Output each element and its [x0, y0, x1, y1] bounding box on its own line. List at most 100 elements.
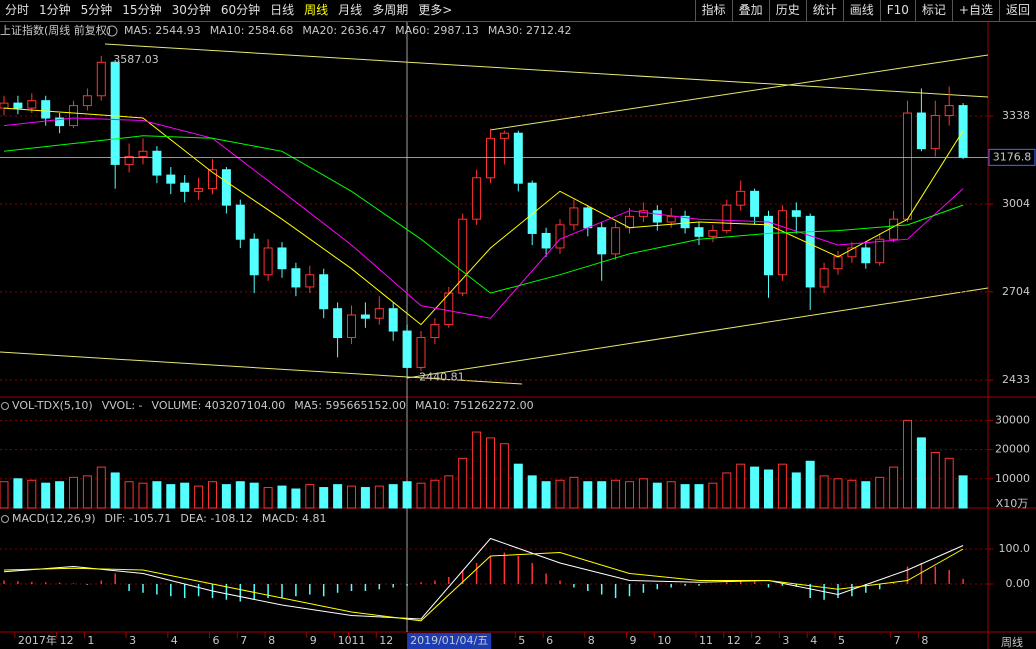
low-label: 2440.81: [419, 370, 465, 383]
toolbar-button[interactable]: 更多>: [418, 3, 453, 17]
period-tabs: 分时 1分钟 5分钟 15分钟 30分钟 60分钟 日线 周线 月线 多周期 更多>: [0, 0, 457, 21]
candle-body: [402, 330, 412, 368]
toolbar-button[interactable]: 15分钟: [122, 3, 162, 17]
candle-body: [305, 274, 315, 288]
volume-bar: [166, 484, 176, 509]
toolbar-button[interactable]: 1分钟: [39, 3, 71, 17]
toolbar-button[interactable]: 叠加: [731, 0, 769, 21]
toolbar-button[interactable]: 历史: [768, 0, 806, 21]
volume-bar: [319, 487, 329, 509]
candle-body: [680, 215, 690, 229]
volume-bar: [27, 479, 37, 509]
x-tick-label: 8: [588, 634, 595, 647]
volume-bar: [652, 482, 662, 509]
volume-bar: [263, 487, 273, 509]
x-tick-label: 12: [727, 634, 741, 647]
settings-icon[interactable]: [106, 25, 118, 37]
volume-bar: [903, 419, 912, 509]
volume-bar: [277, 485, 287, 509]
volume-bar: [347, 485, 356, 509]
toolbar-button[interactable]: 画线: [842, 0, 880, 21]
volume-bar: [208, 481, 217, 509]
candle-body: [861, 247, 871, 264]
toolbar-button[interactable]: 日线: [270, 3, 295, 17]
legend-item: VVOL: -: [102, 399, 143, 412]
toolbar-button[interactable]: 月线: [338, 3, 363, 17]
toolbar-button[interactable]: 标记: [914, 0, 952, 21]
x-tick-label: 5: [838, 634, 845, 647]
x-tick-label: 7: [240, 634, 247, 647]
candle-body: [277, 247, 287, 270]
toolbar-button[interactable]: 返回: [998, 0, 1036, 21]
volume-bar: [235, 481, 245, 509]
candle-body: [722, 204, 732, 232]
toolbar-button[interactable]: 60分钟: [220, 3, 261, 17]
candle-body: [944, 105, 954, 117]
volume-bar: [249, 482, 259, 509]
candle-body: [41, 100, 51, 119]
volume-bar: [875, 476, 885, 509]
background: [0, 22, 1036, 649]
candle-body: [194, 188, 204, 192]
volume-bar: [499, 443, 509, 509]
toolbar-button[interactable]: 5分钟: [80, 3, 113, 17]
volume-bar: [55, 481, 65, 509]
high-label: 3587.03: [113, 53, 159, 66]
volume-bar: [764, 469, 773, 509]
candle-body: [333, 308, 343, 339]
volume-bar: [861, 481, 871, 509]
candle-body: [347, 314, 356, 339]
candle-body: [513, 132, 523, 184]
candle-body: [638, 210, 648, 217]
volume-bar: [638, 478, 648, 509]
toolbar-button[interactable]: 分时: [5, 3, 30, 17]
ma-line: [3, 135, 964, 294]
legend-item: MA5: 2544.93: [124, 24, 201, 37]
legend-item: VOL-TDX(5,10): [12, 399, 93, 412]
candle-body: [235, 204, 245, 240]
volume-bar: [444, 475, 454, 509]
toolbar-button[interactable]: 多周期: [372, 3, 409, 17]
candle-body: [180, 182, 190, 192]
volume-bar: [805, 460, 815, 509]
candle-body: [847, 247, 857, 258]
candle-body: [319, 274, 329, 310]
candle-body: [903, 112, 912, 220]
volume-bar: [958, 475, 968, 509]
volume-bar: [333, 484, 343, 509]
toolbar-button[interactable]: 统计: [805, 0, 843, 21]
legend-item: MA30: 2712.42: [488, 24, 572, 37]
candle-body: [666, 215, 676, 223]
candle-body: [611, 227, 621, 255]
toolbar-button[interactable]: 指标: [694, 0, 732, 21]
chart-title: 上证指数(周线 前复权): [0, 23, 111, 37]
volume-bar: [625, 481, 634, 509]
toolbar-button[interactable]: +自选: [951, 0, 999, 21]
candle-body: [583, 207, 593, 229]
volume-bar: [708, 482, 718, 509]
toolbar-button[interactable]: 周线: [304, 3, 329, 17]
toolbar-button[interactable]: F10: [879, 0, 915, 21]
x-tick-label: 4: [810, 634, 817, 647]
volume-bar: [916, 437, 926, 509]
trend-line: [0, 351, 523, 385]
toolbar-button[interactable]: 30分钟: [171, 3, 211, 17]
candle-body: [55, 117, 65, 127]
volume-bar: [305, 484, 315, 509]
volume-bar: [402, 481, 412, 509]
candle-body: [750, 190, 760, 217]
y-tick-label: 30000: [995, 413, 1030, 426]
cursor-date-label: 2019/01/04/五: [410, 634, 488, 647]
y-tick-label: 20000: [995, 443, 1030, 456]
x-tick-label: 3: [129, 634, 136, 647]
volume-bar: [152, 481, 162, 509]
volume-bar: [180, 482, 190, 509]
x-tick-label: 2: [755, 634, 762, 647]
candle-body: [96, 61, 106, 97]
candle-body: [597, 227, 607, 255]
candle-body: [472, 177, 482, 220]
candle-body: [0, 102, 9, 109]
legend-item: DEA: -108.12: [180, 512, 252, 525]
x-tick-label: 11: [699, 634, 713, 647]
volume-bar: [889, 466, 899, 509]
